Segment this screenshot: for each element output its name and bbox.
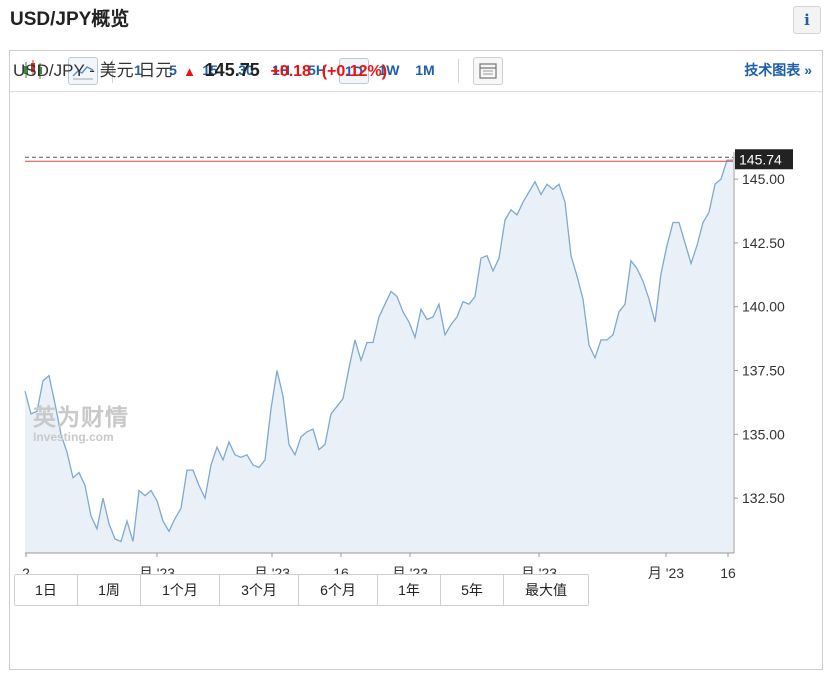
range-3-months[interactable]: 3个月 (220, 575, 299, 605)
y-tick-label: 137.50 (742, 363, 785, 379)
technical-chart-link[interactable]: 技术图表 » (744, 62, 812, 78)
range-5-years[interactable]: 5年 (441, 575, 504, 605)
price-area (25, 160, 733, 553)
y-tick-label: 132.50 (742, 490, 785, 506)
news-layout-icon[interactable] (473, 57, 503, 85)
chart-toolbar: 1 5 15 30 1H 5H 1D 1W 1M 技术图表 » (10, 51, 822, 92)
range-max[interactable]: 最大值 (504, 575, 588, 605)
toolbar-divider (112, 59, 113, 83)
range-1-week[interactable]: 1周 (78, 575, 141, 605)
timeframe-1d[interactable]: 1D (339, 58, 369, 84)
toolbar-divider (458, 59, 459, 83)
range-6-months[interactable]: 6个月 (299, 575, 378, 605)
range-1-year[interactable]: 1年 (378, 575, 441, 605)
last-price-label: 145.74 (739, 151, 782, 167)
timeframe-1h[interactable]: 1H (272, 62, 290, 78)
price-change-percent: (+0.12%) (321, 63, 388, 80)
price-change: +0.18 (270, 63, 311, 80)
info-button[interactable]: i (793, 6, 821, 34)
chart-panel: 1 5 15 30 1H 5H 1D 1W 1M 技术图表 » (9, 50, 823, 670)
area-chart-icon[interactable] (68, 57, 98, 85)
timeframe-30[interactable]: 30 (238, 62, 254, 78)
pair-name: USD/JPY - 美元 日元 (13, 61, 173, 80)
x-tick-label: 2 (22, 565, 30, 581)
timeframe-15[interactable]: 15 (202, 62, 218, 78)
watermark-logo: 英为财情 Investing.com (33, 398, 129, 444)
x-tick-label: 月 '23 (648, 565, 684, 581)
candlestick-icon[interactable] (20, 57, 48, 83)
y-tick-label: 145.00 (742, 171, 785, 187)
timeframe-1m[interactable]: 1M (415, 62, 435, 78)
timeframe-1w[interactable]: 1W (378, 62, 400, 78)
range-1-month[interactable]: 1个月 (141, 575, 220, 605)
timeframe-5[interactable]: 5 (169, 62, 177, 78)
y-tick-label: 140.00 (742, 299, 785, 315)
watermark-en: Investing.com (33, 430, 114, 444)
y-tick-label: 142.50 (742, 235, 785, 251)
timeframe-1[interactable]: 1 (134, 62, 142, 78)
quote-line: USD/JPY - 美元 日元 ▲ 145.75 +0.18 (+0.12%) (13, 56, 387, 81)
last-price: 145.75 (204, 60, 260, 80)
price-chart[interactable]: 132.50 135.00 137.50 140.00 142.50 145.00 145.… (0, 0, 831, 600)
timeframe-5h[interactable]: 5H (308, 62, 326, 78)
x-tick-label: 16 (720, 565, 736, 581)
last-price-label-bg (735, 149, 793, 170)
watermark-cn: 英为财情 (33, 404, 129, 430)
range-selector: 1日 1周 1个月 3个月 6个月 1年 5年 最大值 (14, 574, 589, 606)
y-tick-label: 135.00 (742, 426, 785, 442)
price-line (24, 159, 734, 543)
page-title: USD/JPY概览 (10, 9, 130, 30)
up-arrow-icon: ▲ (183, 64, 196, 79)
range-1-day[interactable]: 1日 (15, 575, 78, 605)
